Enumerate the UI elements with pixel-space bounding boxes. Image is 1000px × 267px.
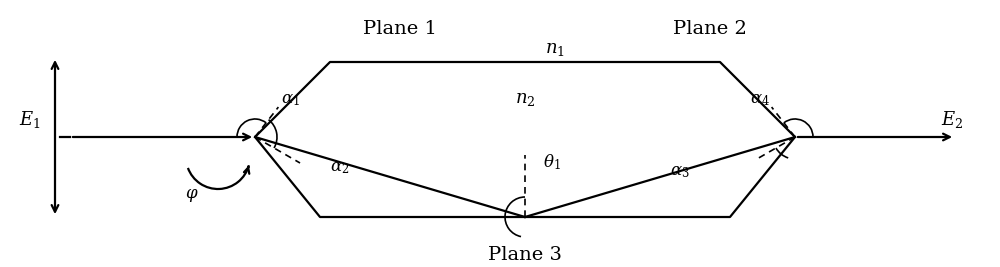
Text: $\varphi$: $\varphi$ bbox=[185, 187, 199, 203]
Text: Plane 1: Plane 1 bbox=[363, 20, 437, 38]
Text: $n_2$: $n_2$ bbox=[515, 90, 535, 108]
Text: $\alpha_1$: $\alpha_1$ bbox=[281, 91, 299, 108]
Text: Plane 2: Plane 2 bbox=[673, 20, 747, 38]
Text: $E_1$: $E_1$ bbox=[19, 108, 41, 129]
Text: $\alpha_4$: $\alpha_4$ bbox=[750, 91, 770, 108]
Text: $n_1$: $n_1$ bbox=[545, 40, 565, 58]
Text: $E_2$: $E_2$ bbox=[941, 108, 963, 129]
Text: Plane 3: Plane 3 bbox=[488, 246, 562, 264]
Text: $\alpha_2$: $\alpha_2$ bbox=[330, 159, 350, 175]
Text: $\theta_1$: $\theta_1$ bbox=[543, 152, 561, 172]
Text: $\alpha_3$: $\alpha_3$ bbox=[670, 163, 690, 180]
